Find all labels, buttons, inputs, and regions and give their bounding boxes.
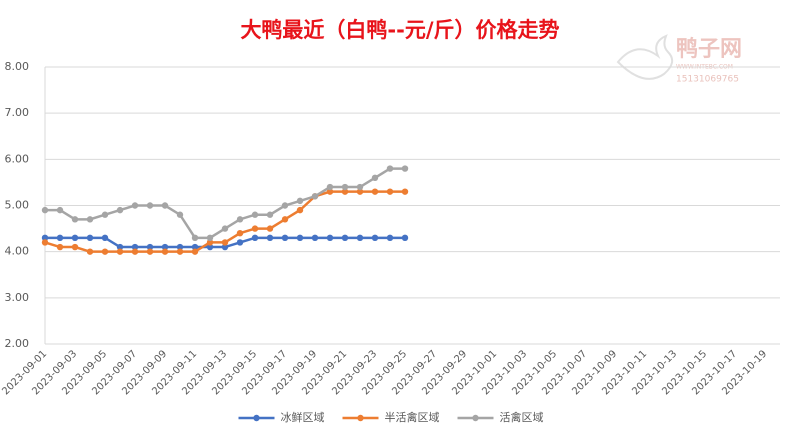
point <box>326 183 334 191</box>
point <box>56 234 64 242</box>
point <box>116 206 124 214</box>
point <box>206 239 214 246</box>
point <box>266 234 274 242</box>
legend-label: 活禽区域 <box>500 410 544 424</box>
point <box>221 239 229 246</box>
point <box>101 234 109 242</box>
series <box>41 234 409 251</box>
point <box>71 243 79 251</box>
point <box>161 248 169 255</box>
y-tick-label: 2.00 <box>5 337 30 350</box>
point <box>371 188 379 195</box>
legend-label: 冰鲜区域 <box>281 410 325 424</box>
point <box>176 211 184 218</box>
point <box>56 243 64 251</box>
point <box>341 188 349 195</box>
point <box>236 216 244 223</box>
point <box>371 234 379 242</box>
point <box>296 197 304 205</box>
point <box>236 239 244 246</box>
point <box>146 202 154 209</box>
point <box>131 202 139 209</box>
watermark-logo <box>616 34 674 80</box>
y-tick-label: 8.00 <box>5 60 30 73</box>
point <box>191 234 199 242</box>
point <box>191 243 199 251</box>
point <box>251 211 259 218</box>
point <box>146 248 154 255</box>
point <box>386 165 394 172</box>
point <box>86 248 94 255</box>
watermark-phone: 15131069765 <box>676 75 739 85</box>
y-tick-label: 7.00 <box>5 106 30 119</box>
point <box>176 243 184 251</box>
y-tick-label: 4.00 <box>5 245 30 258</box>
point <box>356 234 364 242</box>
point <box>401 165 409 172</box>
y-tick-label: 5.00 <box>5 199 30 212</box>
point <box>131 243 139 251</box>
point <box>116 248 124 255</box>
legend-marker <box>472 414 479 422</box>
point <box>371 174 379 181</box>
point <box>206 234 214 242</box>
point <box>41 234 49 242</box>
legend-marker <box>357 414 364 422</box>
point <box>251 225 259 232</box>
point <box>281 216 289 223</box>
point <box>116 243 124 251</box>
point <box>221 225 229 232</box>
series <box>41 188 409 255</box>
point <box>386 188 394 195</box>
point <box>281 202 289 209</box>
legend: 冰鲜区域 半活禽区域 活禽区域 <box>238 410 544 424</box>
point <box>356 188 364 195</box>
point <box>206 243 214 251</box>
point <box>71 216 79 223</box>
point <box>86 234 94 242</box>
point <box>86 216 94 223</box>
point <box>56 206 64 214</box>
series <box>41 165 409 242</box>
point <box>356 183 364 191</box>
point <box>146 243 154 251</box>
legend-marker <box>253 414 260 422</box>
y-tick-label: 3.00 <box>5 291 30 304</box>
point <box>326 188 334 195</box>
point <box>191 248 199 255</box>
point <box>311 234 319 242</box>
point <box>311 193 319 200</box>
point <box>266 225 274 232</box>
point <box>341 183 349 191</box>
point <box>41 239 49 246</box>
chart-title: 大鸭最近（白鸭--元/斤）价格走势 <box>240 18 559 42</box>
y-tick-label: 6.00 <box>5 152 30 165</box>
point <box>161 202 169 209</box>
point <box>101 248 109 255</box>
watermark-brand: 鸭子网 <box>676 36 742 62</box>
point <box>326 234 334 242</box>
point <box>131 248 139 255</box>
point <box>251 234 259 242</box>
point <box>386 234 394 242</box>
point <box>296 206 304 214</box>
point <box>71 234 79 242</box>
point <box>341 234 349 242</box>
point <box>161 243 169 251</box>
point <box>101 211 109 218</box>
point <box>176 248 184 255</box>
point <box>281 234 289 242</box>
point <box>401 188 409 195</box>
watermark: 鸭子网 WWW.INTEBC.COM 15131069765 <box>616 34 742 85</box>
point <box>266 211 274 218</box>
point <box>401 234 409 242</box>
point <box>41 206 49 214</box>
point <box>221 243 229 251</box>
point <box>296 234 304 242</box>
legend-label: 半活禽区域 <box>385 410 440 424</box>
point <box>236 230 244 237</box>
